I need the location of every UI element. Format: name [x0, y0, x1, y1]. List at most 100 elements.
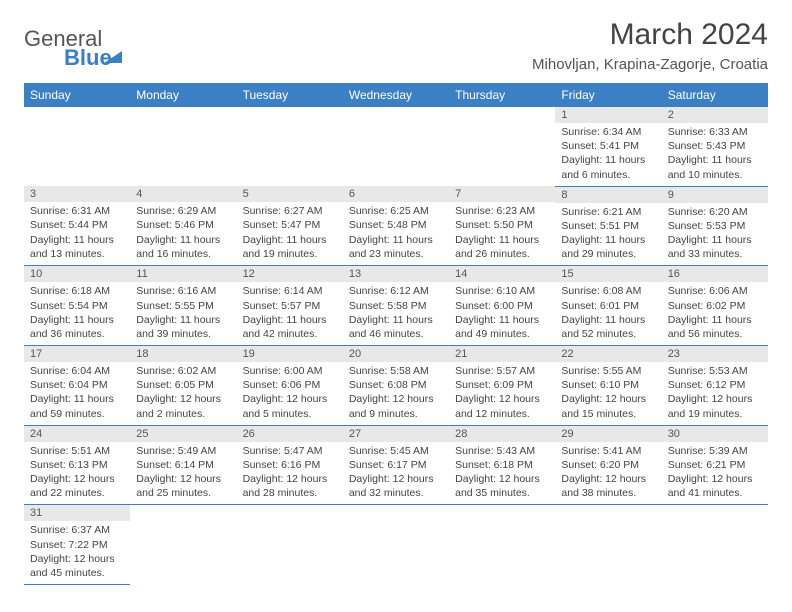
day-details: Sunrise: 6:21 AMSunset: 5:51 PMDaylight:…	[555, 203, 661, 266]
daylight-line: Daylight: 12 hours and 45 minutes.	[30, 552, 124, 580]
calendar-cell: 16Sunrise: 6:06 AMSunset: 6:02 PMDayligh…	[662, 266, 768, 346]
sunset-line: Sunset: 7:22 PM	[30, 538, 124, 552]
calendar-week-row: 1Sunrise: 6:34 AMSunset: 5:41 PMDaylight…	[24, 107, 768, 186]
weekday-header: Wednesday	[343, 83, 449, 107]
day-number: 14	[449, 266, 555, 282]
day-details: Sunrise: 6:02 AMSunset: 6:05 PMDaylight:…	[130, 362, 236, 425]
sunset-line: Sunset: 5:53 PM	[668, 219, 762, 233]
sunrise-line: Sunrise: 6:04 AM	[30, 364, 124, 378]
day-number: 30	[662, 426, 768, 442]
sunrise-line: Sunrise: 6:29 AM	[136, 204, 230, 218]
day-details: Sunrise: 5:47 AMSunset: 6:16 PMDaylight:…	[237, 442, 343, 505]
calendar-cell	[449, 107, 555, 186]
calendar-week-row: 17Sunrise: 6:04 AMSunset: 6:04 PMDayligh…	[24, 346, 768, 426]
calendar-cell: 1Sunrise: 6:34 AMSunset: 5:41 PMDaylight…	[555, 107, 661, 186]
daylight-line: Daylight: 11 hours and 26 minutes.	[455, 233, 549, 261]
daylight-line: Daylight: 12 hours and 28 minutes.	[243, 472, 337, 500]
daylight-line: Daylight: 11 hours and 29 minutes.	[561, 233, 655, 261]
calendar-cell: 4Sunrise: 6:29 AMSunset: 5:46 PMDaylight…	[130, 186, 236, 266]
day-number: 31	[24, 505, 130, 521]
sunrise-line: Sunrise: 5:39 AM	[668, 444, 762, 458]
weekday-header: Thursday	[449, 83, 555, 107]
sunrise-line: Sunrise: 6:02 AM	[136, 364, 230, 378]
day-number: 23	[662, 346, 768, 362]
day-details: Sunrise: 6:06 AMSunset: 6:02 PMDaylight:…	[662, 282, 768, 345]
calendar-cell: 10Sunrise: 6:18 AMSunset: 5:54 PMDayligh…	[24, 266, 130, 346]
daylight-line: Daylight: 11 hours and 13 minutes.	[30, 233, 124, 261]
sunrise-line: Sunrise: 6:18 AM	[30, 284, 124, 298]
calendar-cell: 21Sunrise: 5:57 AMSunset: 6:09 PMDayligh…	[449, 346, 555, 426]
daylight-line: Daylight: 11 hours and 59 minutes.	[30, 392, 124, 420]
day-details: Sunrise: 5:43 AMSunset: 6:18 PMDaylight:…	[449, 442, 555, 505]
sunset-line: Sunset: 5:57 PM	[243, 299, 337, 313]
daylight-line: Daylight: 11 hours and 56 minutes.	[668, 313, 762, 341]
calendar-cell: 7Sunrise: 6:23 AMSunset: 5:50 PMDaylight…	[449, 186, 555, 266]
calendar-cell: 5Sunrise: 6:27 AMSunset: 5:47 PMDaylight…	[237, 186, 343, 266]
calendar-cell	[343, 505, 449, 585]
sunset-line: Sunset: 5:50 PM	[455, 218, 549, 232]
calendar-cell: 19Sunrise: 6:00 AMSunset: 6:06 PMDayligh…	[237, 346, 343, 426]
day-number: 2	[662, 107, 768, 123]
day-number: 18	[130, 346, 236, 362]
day-details: Sunrise: 6:37 AMSunset: 7:22 PMDaylight:…	[24, 521, 130, 584]
sunset-line: Sunset: 6:20 PM	[561, 458, 655, 472]
calendar-cell: 23Sunrise: 5:53 AMSunset: 6:12 PMDayligh…	[662, 346, 768, 426]
day-number: 16	[662, 266, 768, 282]
sunrise-line: Sunrise: 6:34 AM	[561, 125, 655, 139]
calendar-cell: 18Sunrise: 6:02 AMSunset: 6:05 PMDayligh…	[130, 346, 236, 426]
daylight-line: Daylight: 11 hours and 49 minutes.	[455, 313, 549, 341]
calendar-cell	[662, 505, 768, 585]
sunset-line: Sunset: 5:46 PM	[136, 218, 230, 232]
sunset-line: Sunset: 6:04 PM	[30, 378, 124, 392]
sunrise-line: Sunrise: 6:21 AM	[561, 205, 655, 219]
sunset-line: Sunset: 6:17 PM	[349, 458, 443, 472]
calendar-cell: 26Sunrise: 5:47 AMSunset: 6:16 PMDayligh…	[237, 425, 343, 505]
daylight-line: Daylight: 12 hours and 12 minutes.	[455, 392, 549, 420]
calendar-cell: 22Sunrise: 5:55 AMSunset: 6:10 PMDayligh…	[555, 346, 661, 426]
sunrise-line: Sunrise: 5:49 AM	[136, 444, 230, 458]
day-number: 15	[555, 266, 661, 282]
sunrise-line: Sunrise: 5:58 AM	[349, 364, 443, 378]
calendar-cell: 30Sunrise: 5:39 AMSunset: 6:21 PMDayligh…	[662, 425, 768, 505]
title-block: March 2024 Mihovljan, Krapina-Zagorje, C…	[532, 18, 768, 73]
daylight-line: Daylight: 12 hours and 25 minutes.	[136, 472, 230, 500]
calendar-cell: 17Sunrise: 6:04 AMSunset: 6:04 PMDayligh…	[24, 346, 130, 426]
calendar-cell: 31Sunrise: 6:37 AMSunset: 7:22 PMDayligh…	[24, 505, 130, 585]
day-number: 20	[343, 346, 449, 362]
day-details: Sunrise: 5:49 AMSunset: 6:14 PMDaylight:…	[130, 442, 236, 505]
sunset-line: Sunset: 6:21 PM	[668, 458, 762, 472]
daylight-line: Daylight: 11 hours and 33 minutes.	[668, 233, 762, 261]
calendar-cell: 25Sunrise: 5:49 AMSunset: 6:14 PMDayligh…	[130, 425, 236, 505]
daylight-line: Daylight: 12 hours and 9 minutes.	[349, 392, 443, 420]
weekday-header: Sunday	[24, 83, 130, 107]
day-details: Sunrise: 6:23 AMSunset: 5:50 PMDaylight:…	[449, 202, 555, 265]
calendar-cell: 13Sunrise: 6:12 AMSunset: 5:58 PMDayligh…	[343, 266, 449, 346]
sunset-line: Sunset: 5:41 PM	[561, 139, 655, 153]
daylight-line: Daylight: 12 hours and 19 minutes.	[668, 392, 762, 420]
month-title: March 2024	[532, 18, 768, 52]
logo: General Blue	[24, 30, 122, 67]
sunrise-line: Sunrise: 6:37 AM	[30, 523, 124, 537]
calendar-cell: 12Sunrise: 6:14 AMSunset: 5:57 PMDayligh…	[237, 266, 343, 346]
sunset-line: Sunset: 6:00 PM	[455, 299, 549, 313]
day-number: 4	[130, 186, 236, 202]
day-number: 29	[555, 426, 661, 442]
day-details: Sunrise: 6:18 AMSunset: 5:54 PMDaylight:…	[24, 282, 130, 345]
calendar-cell: 29Sunrise: 5:41 AMSunset: 6:20 PMDayligh…	[555, 425, 661, 505]
day-details: Sunrise: 5:55 AMSunset: 6:10 PMDaylight:…	[555, 362, 661, 425]
sunset-line: Sunset: 6:14 PM	[136, 458, 230, 472]
calendar-cell	[24, 107, 130, 186]
sunrise-line: Sunrise: 5:53 AM	[668, 364, 762, 378]
calendar-cell	[343, 107, 449, 186]
day-number: 11	[130, 266, 236, 282]
sunrise-line: Sunrise: 6:10 AM	[455, 284, 549, 298]
day-details: Sunrise: 6:10 AMSunset: 6:00 PMDaylight:…	[449, 282, 555, 345]
daylight-line: Daylight: 12 hours and 38 minutes.	[561, 472, 655, 500]
calendar-cell	[130, 505, 236, 585]
sunset-line: Sunset: 6:08 PM	[349, 378, 443, 392]
sunrise-line: Sunrise: 6:06 AM	[668, 284, 762, 298]
calendar-cell	[555, 505, 661, 585]
daylight-line: Daylight: 11 hours and 52 minutes.	[561, 313, 655, 341]
sunset-line: Sunset: 5:55 PM	[136, 299, 230, 313]
day-number: 13	[343, 266, 449, 282]
